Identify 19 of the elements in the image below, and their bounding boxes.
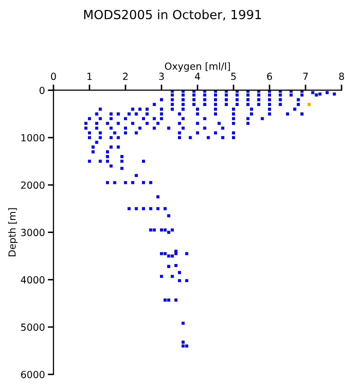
- y-tick-label: 6000: [21, 370, 44, 378]
- x-tick-label: 5: [231, 72, 236, 80]
- x-tick-label: 6: [267, 72, 272, 80]
- x-tick-label: 8: [339, 72, 344, 80]
- x-tick-label: 7: [303, 72, 308, 80]
- x-tick-label: 1: [87, 72, 92, 80]
- x-tick-label: 0: [51, 72, 56, 80]
- y-tick-label: 5000: [21, 324, 44, 331]
- y-tick-label: 2000: [21, 181, 44, 189]
- y-tick-label: 3000: [21, 228, 44, 236]
- x-axis-title: Oxygen [ml/l]: [164, 62, 230, 72]
- x-tick-label: 4: [194, 72, 200, 80]
- y-axis-title: Depth [m]: [8, 208, 18, 256]
- y-tick-label: 1000: [21, 134, 44, 142]
- y-tick-label: 4000: [20, 276, 44, 284]
- x-tick-label: 2: [123, 72, 128, 80]
- x-tick-label: 3: [159, 72, 164, 80]
- y-tick-label: 0: [40, 86, 44, 94]
- chart-title: MODS2005 in October, 1991: [84, 10, 261, 21]
